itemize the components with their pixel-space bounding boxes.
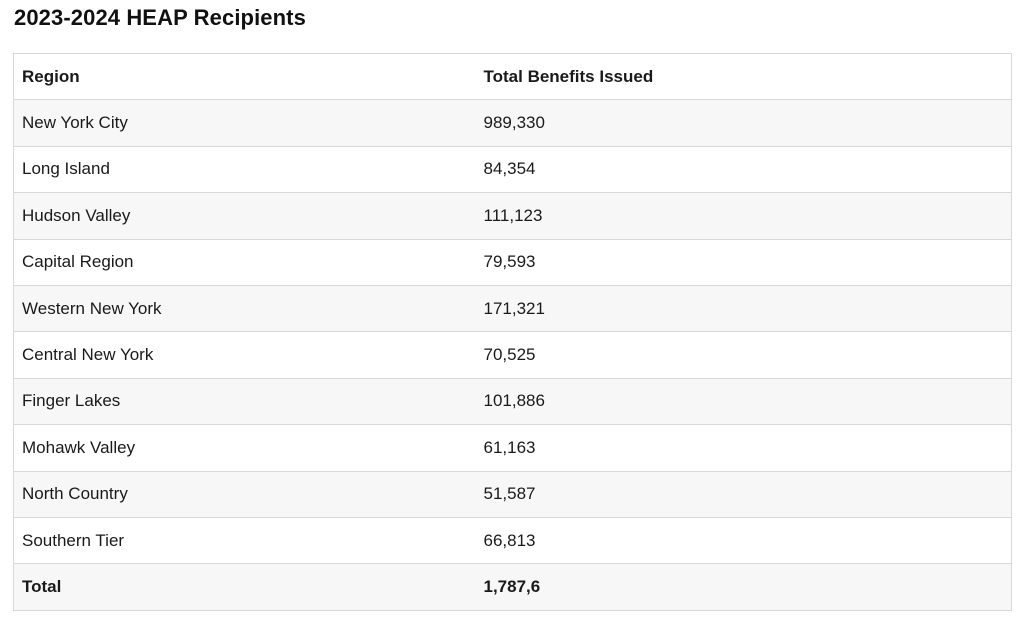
table-row: North Country 51,587 — [13, 470, 1012, 518]
benefits-cell: 171,321 — [475, 284, 1012, 332]
total-benefits-cell: 1,787,6 — [475, 563, 1012, 611]
benefits-cell: 79,593 — [475, 238, 1012, 286]
benefits-cell: 101,886 — [475, 377, 1012, 425]
benefits-cell: 61,163 — [475, 424, 1012, 472]
table-row: Capital Region 79,593 — [13, 238, 1012, 286]
region-cell: North Country — [13, 470, 476, 518]
table-row: Finger Lakes 101,886 — [13, 377, 1012, 425]
region-cell: Long Island — [13, 145, 476, 193]
region-cell: Hudson Valley — [13, 192, 476, 240]
table-row: Mohawk Valley 61,163 — [13, 424, 1012, 472]
region-cell: Southern Tier — [13, 516, 476, 564]
page-title: 2023-2024 HEAP Recipients — [14, 5, 306, 30]
region-cell: New York City — [13, 99, 476, 147]
table-row: New York City 989,330 — [13, 99, 1012, 147]
benefits-cell: 66,813 — [475, 516, 1012, 564]
table-row: Long Island 84,354 — [13, 145, 1012, 193]
benefits-cell: 70,525 — [475, 331, 1012, 379]
benefits-cell: 84,354 — [475, 145, 1012, 193]
table-row: Hudson Valley 111,123 — [13, 192, 1012, 240]
table-row: Southern Tier 66,813 — [13, 516, 1012, 564]
total-label-cell: Total — [13, 563, 476, 611]
table-row: Central New York 70,525 — [13, 331, 1012, 379]
table-total-row: Total 1,787,6 — [13, 563, 1012, 611]
heap-recipients-table: Region Total Benefits Issued New York Ci… — [13, 53, 1012, 611]
benefits-cell: 51,587 — [475, 470, 1012, 518]
column-header-region: Region — [13, 53, 476, 100]
region-cell: Finger Lakes — [13, 377, 476, 425]
benefits-cell: 989,330 — [475, 99, 1012, 147]
benefits-cell: 111,123 — [475, 192, 1012, 240]
heap-recipients-table-container: Region Total Benefits Issued New York Ci… — [13, 53, 1012, 611]
region-cell: Central New York — [13, 331, 476, 379]
table-row: Western New York 171,321 — [13, 284, 1012, 332]
region-cell: Mohawk Valley — [13, 424, 476, 472]
region-cell: Capital Region — [13, 238, 476, 286]
region-cell: Western New York — [13, 284, 476, 332]
table-header-row: Region Total Benefits Issued — [13, 53, 1012, 100]
column-header-total-benefits: Total Benefits Issued — [475, 53, 1012, 100]
